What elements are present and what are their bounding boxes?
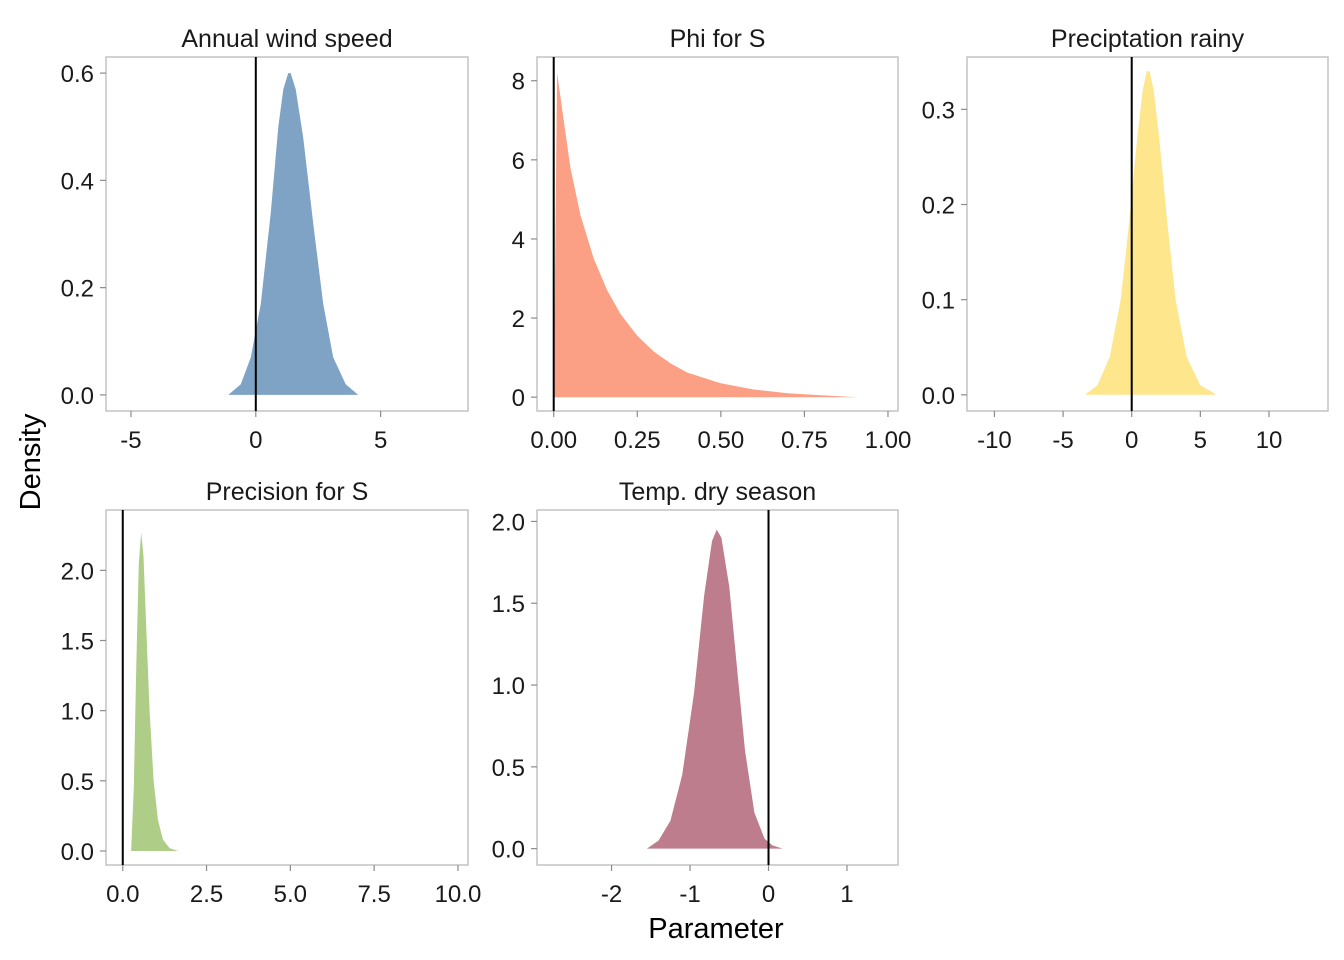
panel-title: Annual wind speed xyxy=(181,25,392,53)
y-tick-label: 0.5 xyxy=(61,769,94,796)
panel-frame xyxy=(536,56,899,412)
y-tick-label: 6 xyxy=(512,148,525,175)
x-tick-label: 0.25 xyxy=(614,427,661,454)
density-area xyxy=(131,532,179,851)
panel-5: Temp. dry season -2 -1 0 1 0.0 0.5 1.0 1.5 2.0 xyxy=(492,478,899,908)
panel-frame xyxy=(536,509,899,866)
x-axis-title: Parameter xyxy=(648,913,784,945)
y-tick-label: 0.4 xyxy=(61,168,94,195)
density-area xyxy=(553,72,858,398)
panel-4: Precision for S 0.0 2.5 5.0 7.5 10.0 0.0 0.5 1.0… xyxy=(61,478,482,908)
x-tick-label: -2 xyxy=(601,881,622,908)
x-tick-label: 0.50 xyxy=(697,427,744,454)
x-tick-label: 2.5 xyxy=(190,881,223,908)
x-tick-label: 7.5 xyxy=(357,881,390,908)
y-tick-label: 0.0 xyxy=(61,839,94,866)
x-tick-label: 0.0 xyxy=(106,881,139,908)
y-tick-label: 0.1 xyxy=(922,288,955,315)
x-tick-label: 5.0 xyxy=(274,881,307,908)
y-tick-label: 0.3 xyxy=(922,97,955,124)
y-tick-label: 0.6 xyxy=(61,61,94,88)
y-tick-label: 8 xyxy=(512,69,525,96)
x-tick-label: -1 xyxy=(679,881,700,908)
x-tick-label: 0 xyxy=(762,881,775,908)
y-tick-label: 1.5 xyxy=(492,591,525,618)
y-tick-label: 0.5 xyxy=(492,755,525,782)
y-tick-label: 2 xyxy=(512,306,525,333)
y-axis-title: Density xyxy=(15,413,47,510)
panel-frame xyxy=(105,56,469,412)
x-tick-label: 5 xyxy=(374,427,387,454)
x-tick-label: 1 xyxy=(840,881,853,908)
x-tick-label: 0 xyxy=(1125,427,1138,454)
y-tick-label: 0.0 xyxy=(492,837,525,864)
density-area xyxy=(1085,71,1217,395)
y-tick-label: 0.2 xyxy=(61,276,94,303)
y-tick-label: 4 xyxy=(512,227,525,254)
panel-title: Phi for S xyxy=(670,25,766,53)
density-area xyxy=(646,529,783,849)
x-tick-label: 10 xyxy=(1256,427,1283,454)
x-tick-label: -10 xyxy=(977,427,1012,454)
panel-title: Preciptation rainy xyxy=(1051,25,1245,53)
x-tick-label: 0.75 xyxy=(781,427,828,454)
x-tick-label: -5 xyxy=(120,427,141,454)
x-tick-label: 10.0 xyxy=(435,881,482,908)
y-tick-label: 0.0 xyxy=(61,383,94,410)
x-tick-label: -5 xyxy=(1052,427,1073,454)
x-tick-label: 5 xyxy=(1194,427,1207,454)
y-tick-label: 1.0 xyxy=(61,699,94,726)
panel-frame xyxy=(966,56,1329,412)
panel-title: Temp. dry season xyxy=(619,478,816,506)
x-tick-label: 0.00 xyxy=(530,427,577,454)
x-tick-label: 0 xyxy=(249,427,262,454)
density-area xyxy=(228,73,359,395)
y-tick-label: 2.0 xyxy=(492,509,525,536)
y-tick-label: 1.0 xyxy=(492,673,525,700)
y-tick-label: 2.0 xyxy=(61,558,94,585)
y-tick-label: 0.2 xyxy=(922,193,955,220)
x-tick-label: 1.00 xyxy=(865,427,912,454)
panel-title: Precision for S xyxy=(206,478,369,506)
panel-2: Phi for S 0.00 0.25 0.50 0.75 1.00 0 2 4 6 8 xyxy=(512,25,912,454)
panel-3: Preciptation rainy -10 -5 0 5 10 0.0 0.1 0.2 0.3 xyxy=(922,25,1329,454)
panel-frame xyxy=(105,509,469,866)
y-tick-label: 0 xyxy=(512,385,525,412)
y-tick-label: 0.0 xyxy=(922,383,955,410)
panel-1: Annual wind speed -5 0 5 0.0 0.2 0.4 0.6 xyxy=(61,25,469,454)
y-tick-label: 1.5 xyxy=(61,628,94,655)
